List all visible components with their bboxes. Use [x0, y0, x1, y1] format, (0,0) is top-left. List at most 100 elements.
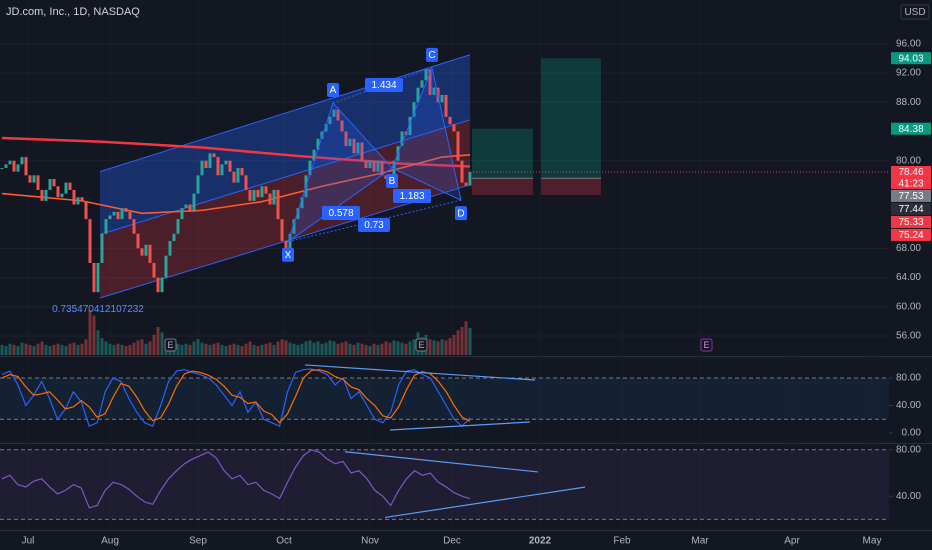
ratio-label: 1.183 — [399, 191, 424, 202]
price-badge-label: 75.33 — [898, 217, 923, 228]
candle — [136, 233, 140, 249]
candle — [424, 69, 428, 81]
candle — [236, 168, 240, 183]
x-tick-label: Mar — [691, 536, 709, 547]
volume-bar — [192, 341, 196, 355]
volume-bar — [468, 328, 472, 355]
candle — [80, 197, 84, 201]
ratio-label: 1.434 — [371, 80, 396, 91]
candle — [244, 175, 248, 190]
volume-bar — [200, 342, 204, 355]
volume-bar — [336, 343, 340, 355]
price-badge — [891, 189, 931, 202]
candle — [460, 160, 464, 183]
volume-bar — [60, 344, 64, 355]
pattern-point-box — [327, 82, 339, 97]
volume-bar — [176, 343, 180, 355]
candle — [456, 131, 460, 161]
ratio-box — [358, 218, 390, 232]
candle — [300, 197, 304, 209]
volume-bar — [24, 343, 28, 355]
candle — [444, 94, 448, 117]
candle — [212, 153, 216, 158]
y-tick-label: 80.00 — [896, 155, 921, 166]
volume-bar — [40, 341, 44, 355]
y-tick-label: 88.00 — [896, 97, 921, 108]
pattern-point-box — [426, 47, 438, 62]
price-badge-label: 75.24 — [898, 230, 923, 241]
pattern-point-label: D — [457, 208, 464, 219]
candle — [100, 233, 104, 263]
x-tick-label: Apr — [784, 536, 800, 547]
candle — [88, 219, 92, 263]
volume-bar — [372, 343, 376, 355]
channel-upper — [100, 54, 470, 235]
volume-bar — [108, 343, 112, 355]
candle — [268, 193, 272, 205]
candle — [124, 208, 128, 212]
candle — [172, 233, 176, 242]
x-tick-label: Oct — [276, 536, 292, 547]
volume-bar — [240, 346, 244, 355]
y-tick-label: 64.00 — [896, 272, 921, 283]
candle — [84, 200, 88, 220]
pattern-point-label: B — [389, 176, 396, 187]
candle — [416, 87, 420, 103]
candle — [208, 153, 212, 169]
volume-bar — [32, 346, 36, 355]
earnings-marker — [700, 338, 713, 352]
candle — [248, 189, 252, 201]
volume-bar — [324, 342, 328, 355]
candle — [44, 189, 48, 201]
candle — [224, 160, 228, 165]
candle — [336, 109, 340, 121]
currency[interactable]: USD — [904, 7, 925, 18]
candle — [0, 168, 4, 170]
volume-bar — [224, 346, 228, 355]
candle — [448, 116, 452, 125]
candle — [52, 178, 56, 187]
volume-bar — [332, 341, 336, 355]
volume-bar — [180, 344, 184, 355]
candle — [252, 189, 256, 201]
volume-bar — [284, 340, 288, 355]
candle — [320, 131, 324, 139]
volume-bar — [456, 330, 460, 355]
volume-bar — [308, 340, 312, 355]
volume-bar — [380, 343, 384, 355]
candle — [356, 142, 360, 154]
volume-bar — [84, 339, 88, 355]
price-badge — [891, 122, 931, 135]
candle — [256, 189, 260, 198]
volume-bar — [460, 326, 464, 355]
candle — [296, 208, 300, 220]
price-badge — [891, 202, 931, 215]
candle — [228, 160, 232, 172]
channel-line — [99, 54, 471, 173]
volume-bar — [44, 344, 48, 355]
candle — [36, 175, 40, 190]
ratio-box — [365, 78, 403, 92]
candle — [8, 160, 12, 165]
stochastic-line — [1, 369, 471, 424]
candle — [56, 186, 60, 198]
candle — [96, 262, 100, 293]
candle — [216, 157, 220, 176]
position-profit — [541, 58, 601, 179]
price-badge — [891, 52, 931, 65]
candle — [328, 116, 332, 125]
candle — [428, 69, 432, 95]
volume-bar — [80, 343, 84, 355]
volume-bar — [64, 346, 68, 355]
candle — [156, 277, 160, 293]
earnings-marker — [164, 338, 177, 352]
ratio-label: 0.735470412107232 — [52, 304, 144, 315]
volume-bar — [124, 346, 128, 355]
pattern-ratio-line — [287, 167, 393, 243]
currency-box[interactable] — [900, 4, 930, 20]
volume-bar — [88, 310, 92, 355]
candle — [432, 87, 436, 95]
volume-bar — [352, 344, 356, 355]
candle — [192, 193, 196, 212]
